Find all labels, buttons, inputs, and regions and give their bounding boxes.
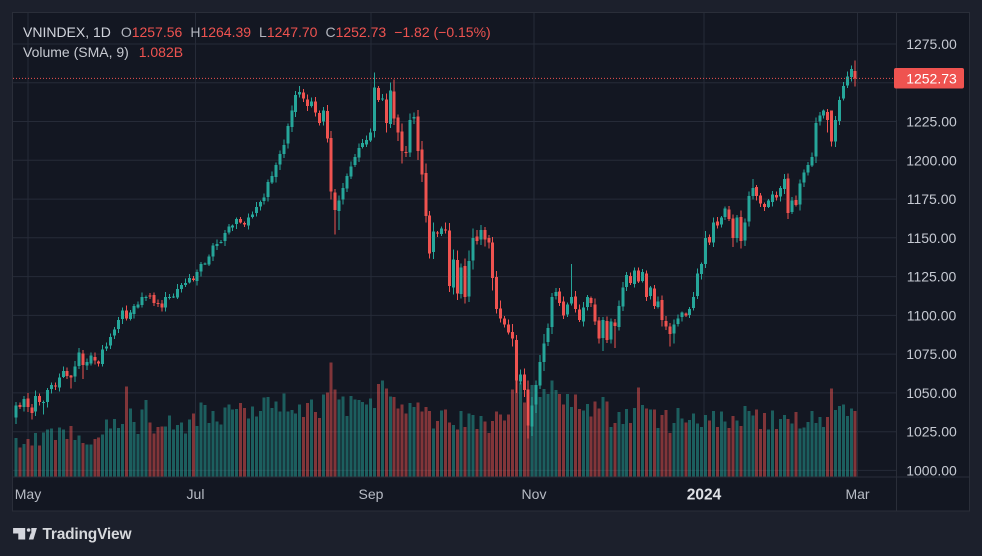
svg-text:1100.00: 1100.00 (907, 307, 957, 323)
svg-text:1000.00: 1000.00 (906, 462, 957, 478)
svg-text:Nov: Nov (522, 486, 547, 502)
svg-text:Jul: Jul (187, 486, 205, 502)
svg-text:1275.00: 1275.00 (906, 36, 957, 52)
svg-text:1150.00: 1150.00 (907, 230, 957, 246)
svg-text:1075.00: 1075.00 (906, 346, 957, 362)
svg-text:Sep: Sep (359, 486, 384, 502)
svg-text:Mar: Mar (845, 486, 869, 502)
svg-text:1125.00: 1125.00 (907, 269, 957, 285)
svg-text:1175.00: 1175.00 (907, 191, 957, 207)
svg-text:TradingView: TradingView (43, 526, 133, 543)
svg-text:1050.00: 1050.00 (906, 385, 957, 401)
svg-text:1225.00: 1225.00 (906, 114, 957, 130)
svg-text:May: May (15, 486, 41, 502)
svg-text:2024: 2024 (687, 487, 722, 504)
svg-text:Volume (SMA, 9) 1.082B: Volume (SMA, 9) 1.082B (23, 44, 183, 60)
svg-text:1200.00: 1200.00 (906, 152, 957, 168)
svg-text:1025.00: 1025.00 (906, 424, 957, 440)
svg-text:1252.73: 1252.73 (906, 71, 957, 87)
